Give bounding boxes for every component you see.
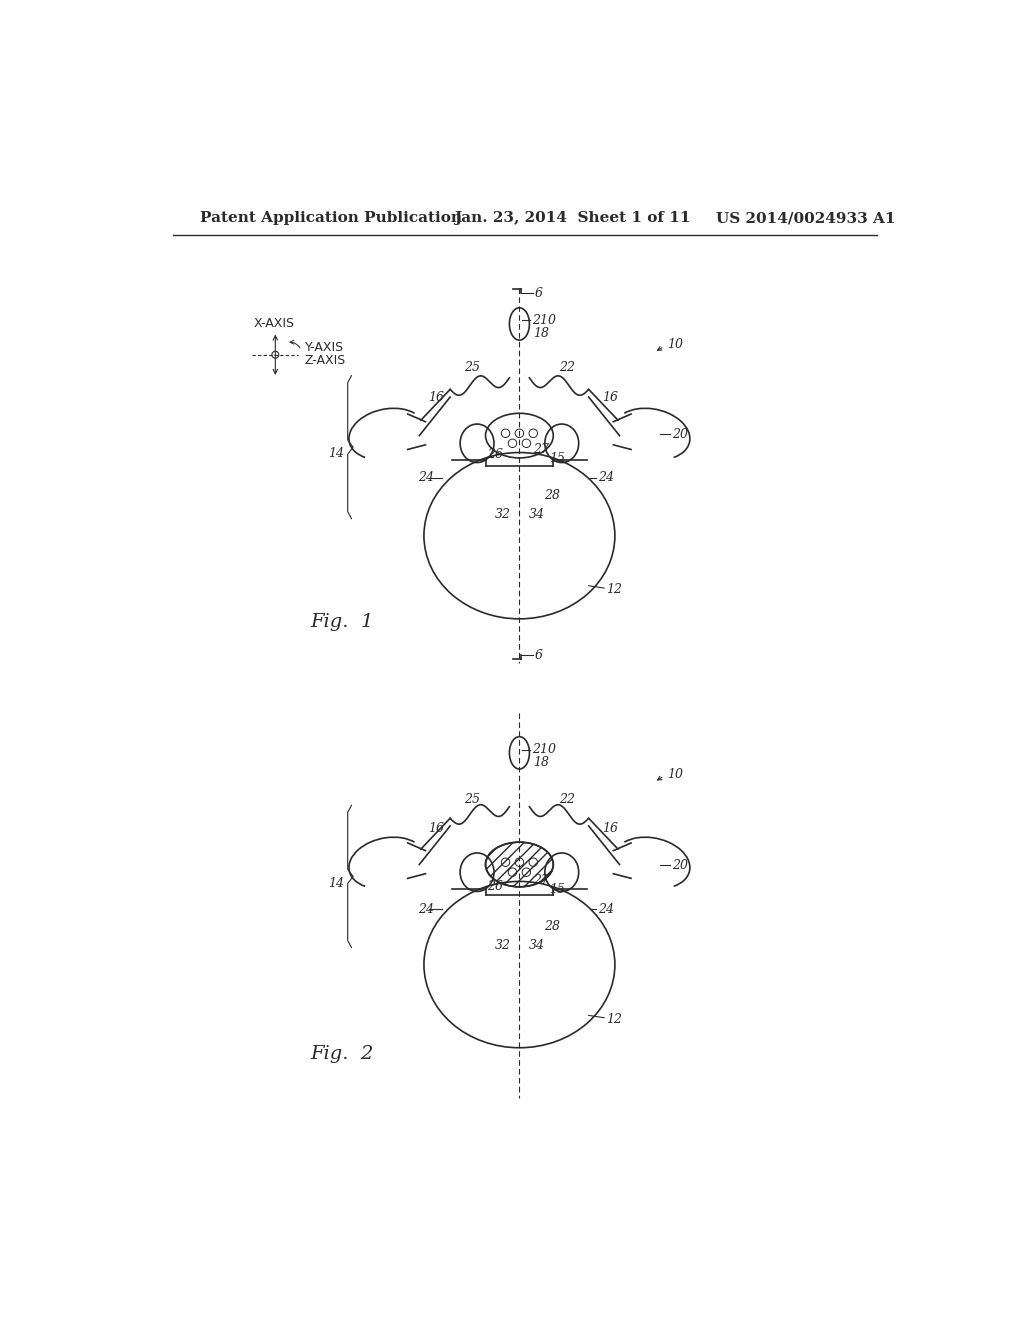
- Text: 22: 22: [559, 362, 575, 375]
- Text: 24: 24: [418, 903, 434, 916]
- Text: 28: 28: [544, 490, 560, 502]
- Text: 26: 26: [487, 879, 503, 892]
- Text: 22: 22: [559, 792, 575, 805]
- Text: 27: 27: [534, 444, 549, 455]
- Text: X-AXIS: X-AXIS: [254, 317, 295, 330]
- Text: 20: 20: [672, 859, 688, 871]
- Text: 6: 6: [535, 648, 543, 661]
- Text: Fig.  1: Fig. 1: [310, 612, 374, 631]
- Text: 24: 24: [418, 471, 434, 484]
- Text: Patent Application Publication: Patent Application Publication: [200, 211, 462, 226]
- Text: 15: 15: [549, 453, 564, 465]
- Text: 20: 20: [672, 428, 688, 441]
- Text: 210: 210: [531, 314, 556, 326]
- Text: 10: 10: [668, 768, 683, 781]
- Text: Jan. 23, 2014  Sheet 1 of 11: Jan. 23, 2014 Sheet 1 of 11: [454, 211, 690, 226]
- Text: 24: 24: [598, 903, 614, 916]
- Text: 6: 6: [535, 286, 543, 300]
- Text: 25: 25: [464, 792, 480, 805]
- Text: 16: 16: [429, 822, 444, 834]
- Text: 10: 10: [668, 338, 683, 351]
- Text: Fig.  2: Fig. 2: [310, 1045, 374, 1064]
- Text: 27: 27: [534, 874, 549, 887]
- Text: 16: 16: [602, 391, 618, 404]
- Text: US 2014/0024933 A1: US 2014/0024933 A1: [716, 211, 895, 226]
- Text: 210: 210: [531, 743, 556, 756]
- Text: 15: 15: [549, 883, 564, 896]
- Text: 24: 24: [598, 471, 614, 484]
- Text: 25: 25: [464, 362, 480, 375]
- Text: 16: 16: [602, 822, 618, 834]
- Text: 26: 26: [487, 449, 503, 462]
- Text: Z-AXIS: Z-AXIS: [304, 354, 346, 367]
- Text: 12: 12: [605, 583, 622, 597]
- Text: 18: 18: [534, 756, 549, 770]
- Text: 18: 18: [534, 327, 549, 341]
- Text: 32: 32: [495, 508, 511, 520]
- Text: Y-AXIS: Y-AXIS: [304, 341, 344, 354]
- Text: 14: 14: [329, 878, 344, 890]
- Text: 12: 12: [605, 1012, 622, 1026]
- Text: 32: 32: [495, 939, 511, 952]
- Text: 34: 34: [528, 508, 545, 520]
- Text: 16: 16: [429, 391, 444, 404]
- Text: 34: 34: [528, 939, 545, 952]
- Text: 14: 14: [329, 446, 344, 459]
- Text: 28: 28: [544, 920, 560, 933]
